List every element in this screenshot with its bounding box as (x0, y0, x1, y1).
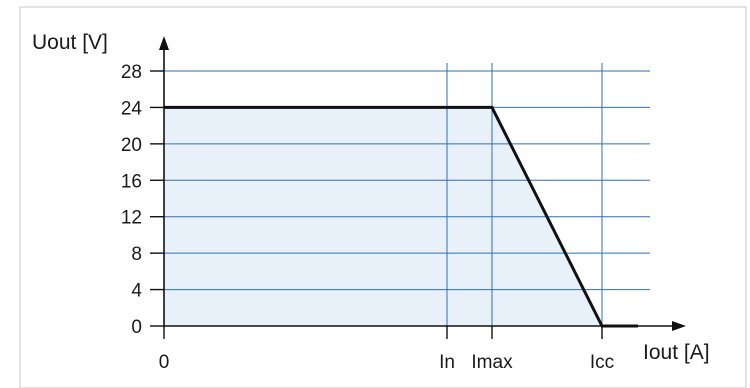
y-tick-label-0: 0 (131, 317, 142, 338)
output-voltage-line (164, 105, 638, 328)
x-tick-label-0: 0 (159, 352, 170, 373)
x-tick-label-imax: Imax (471, 352, 513, 373)
y-tick-label-4: 4 (131, 281, 142, 302)
y-tick-label-8: 8 (131, 244, 142, 265)
y-tick-label-20: 20 (121, 135, 142, 156)
y-axis-arrow (159, 36, 169, 50)
y-tick-label-24: 24 (121, 98, 143, 119)
x-axis-label: Iout [A] (643, 341, 710, 364)
chart-border (19, 6, 747, 388)
x-tick-label-icc: Icc (590, 352, 614, 373)
x-axis-arrow (672, 321, 686, 331)
x-tick-label-in: In (439, 352, 455, 373)
y-tick-label-12: 12 (121, 208, 142, 229)
y-tick-label-28: 28 (121, 62, 142, 83)
y-tick-label-16: 16 (121, 171, 142, 192)
y-axis-label: Uout [V] (32, 31, 108, 54)
